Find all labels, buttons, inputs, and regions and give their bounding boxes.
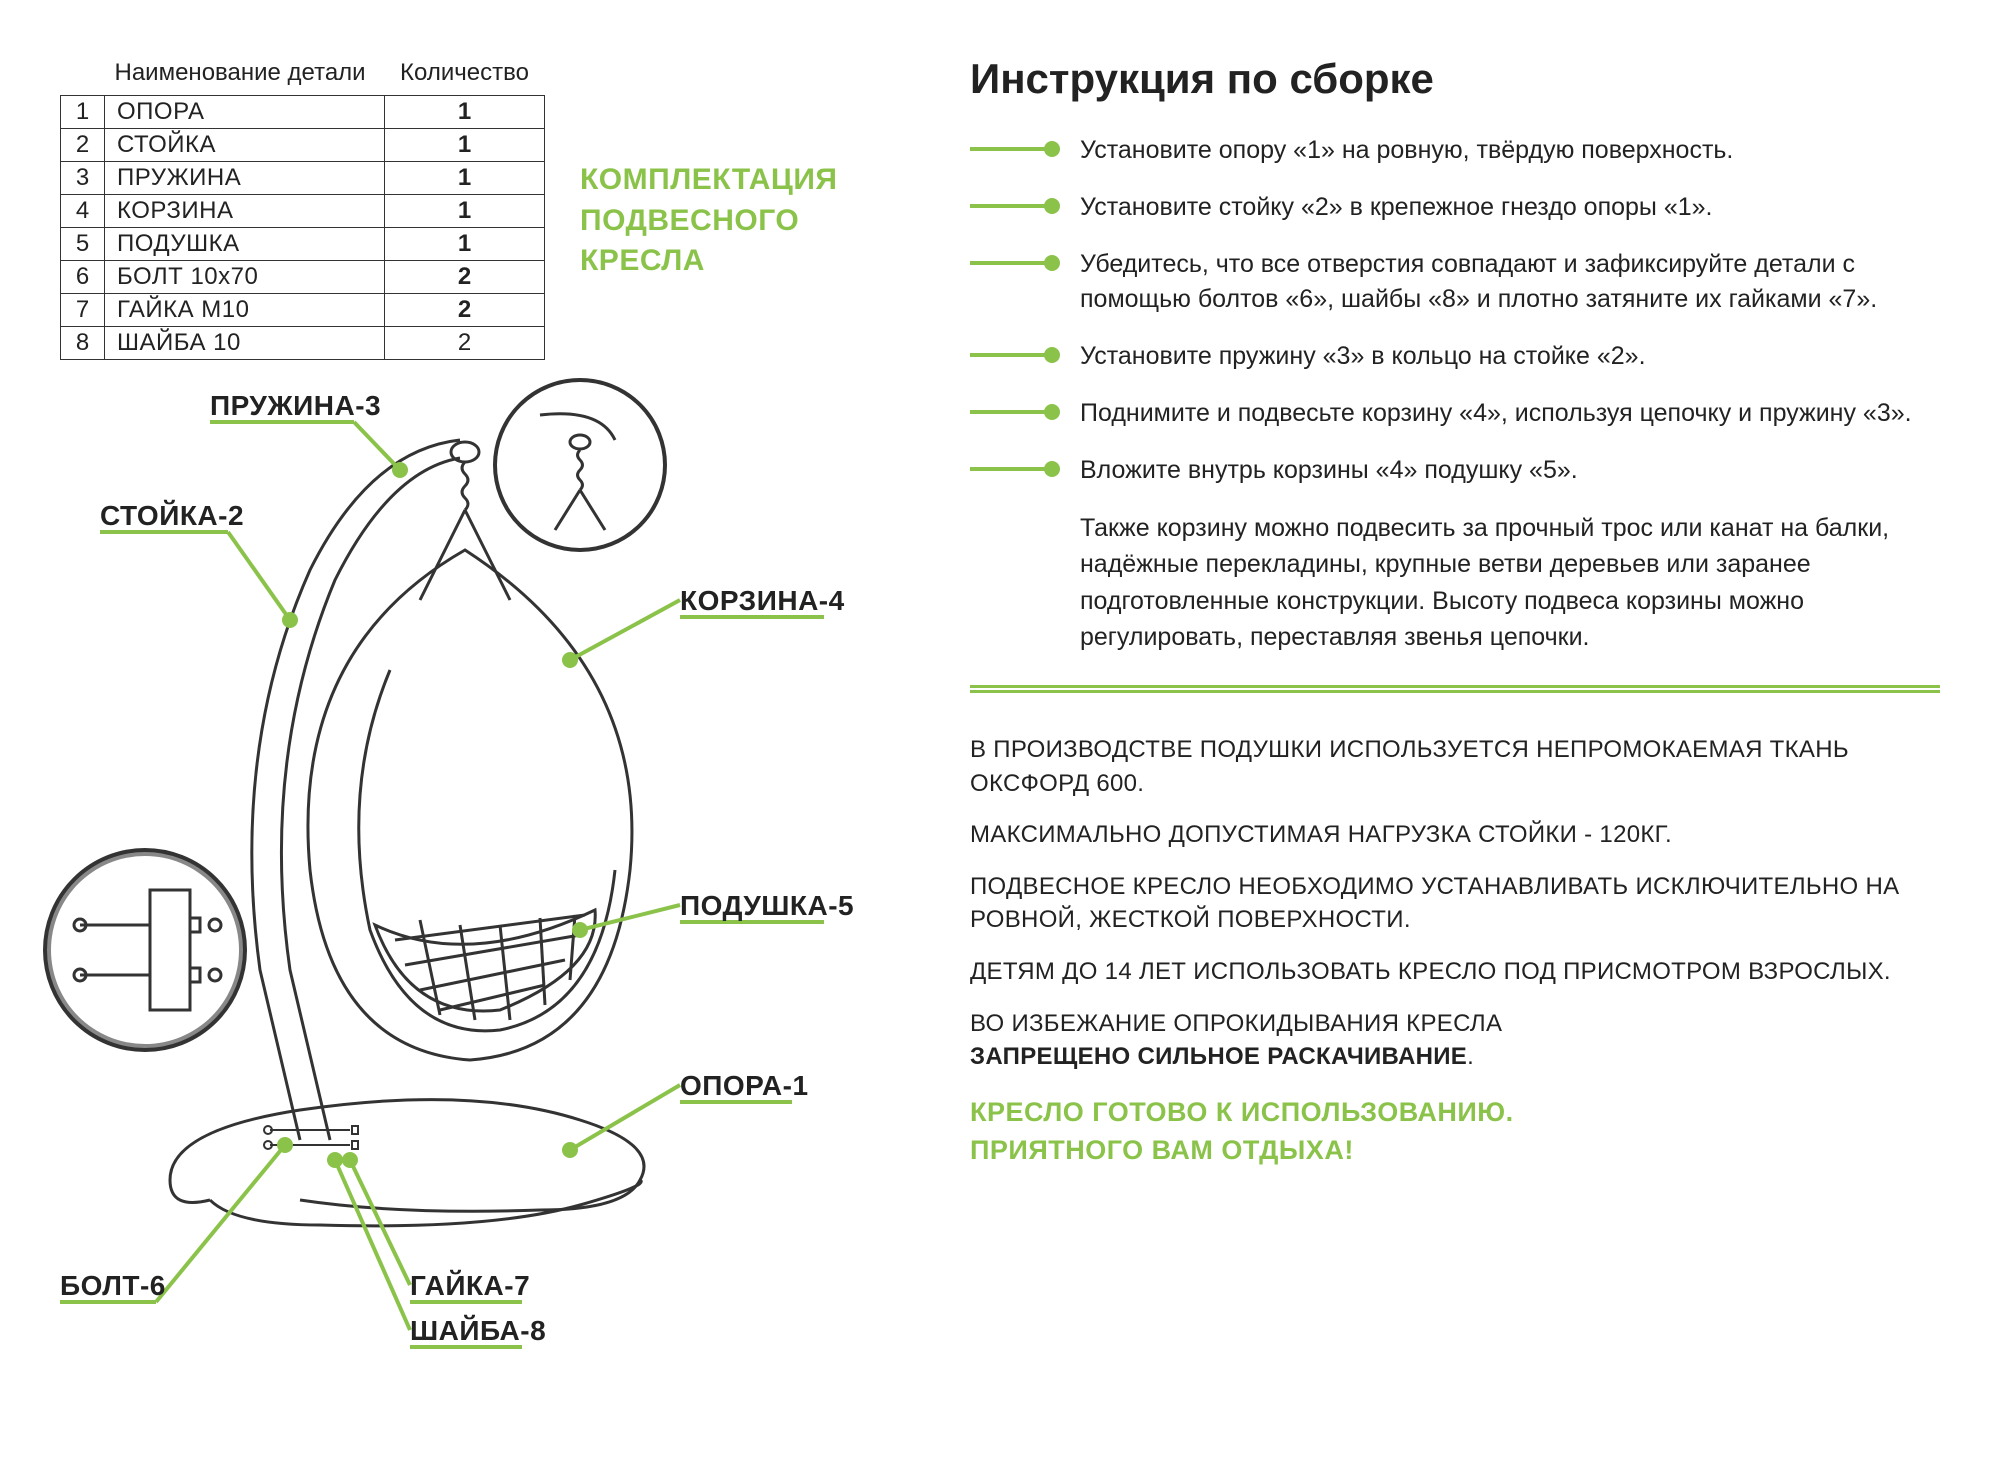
note-5: ВО ИЗБЕЖАНИЕ ОПРОКИДЫВАНИЯ КРЕСЛА ЗАПРЕЩ… [970,1007,1940,1074]
note-4: ДЕТЯМ ДО 14 ЛЕТ ИСПОЛЬЗОВАТЬ КРЕСЛО ПОД … [970,955,1940,989]
callout-shaiba: ШАЙБА-8 [410,1315,546,1347]
table-row: 1ОПОРА1 [61,96,545,129]
table-row: 2СТОЙКА1 [61,129,545,162]
col-name: Наименование детали [105,55,385,96]
table-row: 5ПОДУШКА1 [61,228,545,261]
note-1: В ПРОИЗВОДСТВЕ ПОДУШКИ ИСПОЛЬЗУЕТСЯ НЕПР… [970,733,1940,800]
instructions-title: Инструкция по сборке [970,55,1940,103]
instruction-step: Установите стойку «2» в крепежное гнездо… [970,190,1940,225]
note-3: ПОДВЕСНОЕ КРЕСЛО НЕОБХОДИМО УСТАНАВЛИВАТ… [970,870,1940,937]
table-row: 6БОЛТ 10х702 [61,261,545,294]
callout-podushka: ПОДУШКА-5 [680,890,854,922]
instruction-step: Вложите внутрь корзины «4» подушку «5». [970,453,1940,488]
final-note: КРЕСЛО ГОТОВО К ИСПОЛЬЗОВАНИЮ.ПРИЯТНОГО … [970,1094,1940,1170]
table-row: 8ШАЙБА 102 [61,327,545,360]
instruction-step: Установите опору «1» на ровную, твёрдую … [970,133,1940,168]
callout-bolt: БОЛТ-6 [60,1270,166,1302]
instruction-step: Убедитесь, что все отверстия совпадают и… [970,247,1940,317]
instructions-list: Установите опору «1» на ровную, твёрдую … [970,133,1940,488]
callout-gaika: ГАЙКА-7 [410,1270,530,1302]
instruction-step: Установите пружину «3» в кольцо на стойк… [970,339,1940,374]
table-row: 3ПРУЖИНА1 [61,162,545,195]
callout-pruzhina: ПРУЖИНА-3 [210,390,381,422]
also-text: Также корзину можно подвесить за прочный… [970,510,1940,655]
table-row: 4КОРЗИНА1 [61,195,545,228]
notes-block: В ПРОИЗВОДСТВЕ ПОДУШКИ ИСПОЛЬЗУЕТСЯ НЕПР… [970,733,1940,1074]
note-2: МАКСИМАЛЬНО ДОПУСТИМАЯ НАГРУЗКА СТОЙКИ -… [970,818,1940,852]
callout-opora: ОПОРА-1 [680,1070,809,1102]
chair-diagram: ПРУЖИНА-3 СТОЙКА-2 КОРЗИНА-4 ПОДУШКА-5 ОПОРА… [40,370,940,1420]
col-qty: Количество [385,55,545,96]
instruction-step: Поднимите и подвесьте корзину «4», испол… [970,396,1940,431]
section-title: КОМПЛЕКТАЦИЯПОДВЕСНОГОКРЕСЛА [580,160,837,282]
divider [970,685,1940,693]
parts-table: Наименование детали Количество 1ОПОРА12С… [60,55,545,360]
callout-korzina: КОРЗИНА-4 [680,585,845,617]
table-row: 7ГАЙКА М102 [61,294,545,327]
callout-stoika: СТОЙКА-2 [100,500,244,532]
